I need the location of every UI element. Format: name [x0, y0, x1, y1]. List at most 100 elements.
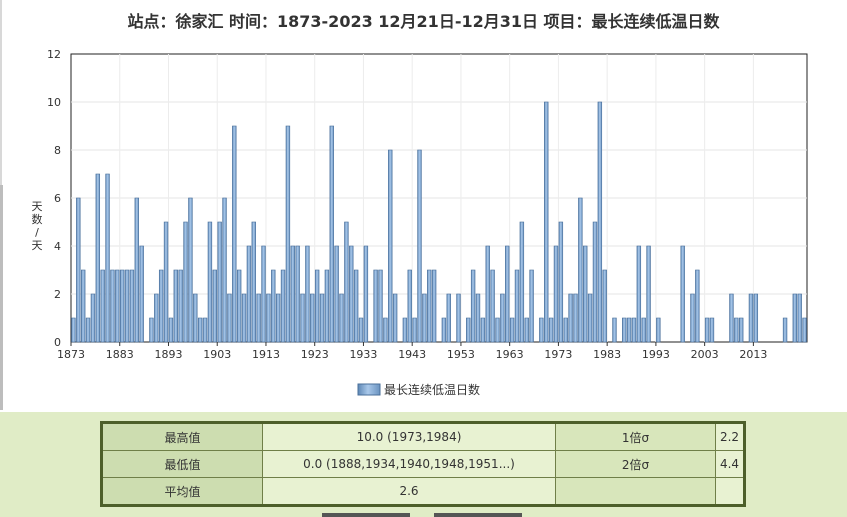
- y-axis-label: 天: [32, 200, 43, 213]
- bar: [782, 317, 788, 343]
- x-tick-label: 1883: [106, 348, 134, 361]
- bar: [587, 293, 593, 343]
- x-tick-label: 1903: [203, 348, 231, 361]
- export-button[interactable]: [434, 513, 522, 517]
- bar: [568, 293, 573, 343]
- bar: [656, 317, 661, 343]
- y-tick-label: 2: [54, 288, 61, 301]
- bar: [256, 293, 261, 343]
- bar: [100, 269, 105, 343]
- bar: [578, 197, 583, 343]
- bar: [197, 317, 203, 343]
- bar: [168, 317, 174, 343]
- stats-table: 最高值 10.0 (1973,1984) 1倍σ 2.2 最低值 0.0 (18…: [100, 421, 746, 507]
- bar: [646, 245, 651, 343]
- bar: [227, 293, 232, 343]
- bar: [334, 245, 339, 343]
- bar: [310, 293, 315, 343]
- bar: [173, 269, 178, 343]
- bar: [178, 269, 183, 343]
- bar: [261, 245, 266, 343]
- bar: [734, 317, 739, 343]
- bar: [485, 245, 490, 343]
- bar: [456, 293, 461, 343]
- bar: [124, 269, 130, 343]
- bar: [422, 293, 427, 343]
- bar: [412, 317, 417, 343]
- bar: [524, 317, 529, 343]
- bar: [202, 317, 208, 343]
- bar: [690, 293, 695, 343]
- y-axis-label: 天: [32, 239, 43, 252]
- bar: [378, 269, 383, 343]
- x-tick-label: 2013: [739, 348, 767, 361]
- table-row: 平均值 2.6: [101, 477, 745, 506]
- x-tick-label: 1963: [496, 348, 524, 361]
- bar: [544, 101, 549, 343]
- legend-label: 最长连续低温日数: [384, 382, 480, 397]
- bar: [251, 221, 256, 343]
- bar: [622, 317, 627, 343]
- bar: [154, 293, 159, 343]
- avg-value: 2.6: [262, 477, 556, 506]
- bar: [324, 269, 330, 343]
- bar: [417, 149, 422, 343]
- bar: [792, 293, 798, 343]
- bar: [558, 221, 564, 343]
- bar: [71, 317, 76, 343]
- bar: [90, 293, 96, 343]
- bar: [329, 125, 334, 343]
- bar: [519, 221, 525, 343]
- window-edge-shadow: [0, 185, 3, 410]
- query-button[interactable]: [322, 513, 410, 517]
- bar: [563, 317, 568, 343]
- x-tick-label: 1893: [154, 348, 182, 361]
- min-label: 最低值: [101, 450, 263, 478]
- bar: [241, 293, 247, 343]
- y-tick-label: 12: [47, 48, 61, 61]
- bar-chart: 0 2 4 6 8 10 12 1873 1883 1893 1903 1913 1923 1933 194…: [32, 48, 808, 397]
- max-label: 最高值: [101, 422, 263, 451]
- sigma2-value: 4.4: [715, 450, 745, 478]
- bar: [388, 149, 393, 343]
- sigma1-label: 1倍σ: [555, 422, 716, 451]
- bar: [514, 269, 520, 343]
- bar: [402, 317, 408, 343]
- bar: [110, 269, 115, 343]
- bar: [592, 221, 598, 343]
- bar: [319, 293, 325, 343]
- bar: [149, 317, 154, 343]
- bar: [314, 269, 320, 343]
- bar: [470, 269, 476, 343]
- bar: [105, 173, 110, 343]
- bar: [193, 293, 198, 343]
- bar: [134, 197, 140, 343]
- legend-swatch: [357, 383, 381, 396]
- bar: [353, 269, 359, 343]
- y-tick-label: 8: [54, 144, 61, 157]
- bar: [441, 317, 447, 343]
- bar: [236, 269, 242, 343]
- bar: [188, 197, 193, 343]
- sigma2-label: 2倍σ: [555, 450, 716, 478]
- bar: [344, 221, 349, 343]
- x-tick-label: 1973: [544, 348, 572, 361]
- bar: [129, 269, 135, 343]
- bar: [217, 221, 222, 343]
- y-tick-label: 6: [54, 192, 61, 205]
- bar: [383, 317, 388, 343]
- bar: [392, 293, 398, 343]
- bar: [680, 245, 685, 343]
- x-tick-label: 1933: [349, 348, 377, 361]
- bar: [212, 269, 217, 343]
- bar: [505, 245, 510, 343]
- bar: [275, 293, 281, 343]
- x-tick-label: 1953: [447, 348, 475, 361]
- bar: [738, 317, 744, 343]
- bar: [695, 269, 700, 343]
- y-axis-label: 数: [32, 213, 43, 226]
- bar: [305, 245, 310, 343]
- bar: [509, 317, 515, 343]
- bar: [797, 293, 802, 343]
- bar: [548, 317, 554, 343]
